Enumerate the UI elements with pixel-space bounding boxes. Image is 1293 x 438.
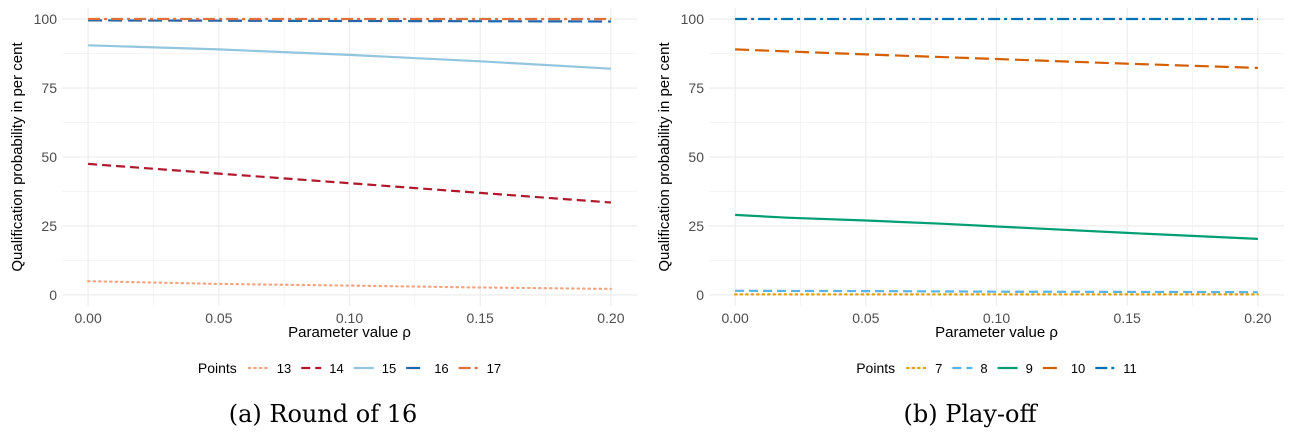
panel-round-of-16: 0 25 50 75 100 0.00 0.05 0.10 0.15 0.20 Parameter …	[0, 0, 646, 438]
y-tick-label: 75	[688, 80, 704, 96]
x-tick-label: 0.05	[205, 310, 232, 326]
x-tick-label: 0.00	[722, 310, 749, 326]
y-tick-label: 100	[681, 11, 705, 27]
x-tick-label: 0.20	[1244, 310, 1271, 326]
chart-round-of-16: 0 25 50 75 100 0.00 0.05 0.10 0.15 0.20 Parameter …	[9, 8, 637, 376]
x-tick-label: 0.10	[983, 310, 1010, 326]
series-line-13	[87, 280, 612, 290]
x-tick-label: 0.00	[75, 310, 102, 326]
legend-title: Points	[856, 360, 895, 376]
y-axis-title: Qualification probability in per cent	[656, 42, 673, 272]
legend-label-11: 11	[1123, 361, 1137, 376]
y-tick-label: 0	[49, 287, 57, 303]
chart-play-off: 0 25 50 75 100 0.00 0.05 0.10 0.15 0.20 Parameter …	[656, 8, 1284, 376]
x-tick-label: 0.10	[336, 310, 363, 326]
x-tick-label: 0.05	[852, 310, 879, 326]
series-line-14	[88, 162, 611, 204]
y-tick-label: 75	[41, 80, 57, 96]
panel-play-off: 0 25 50 75 100 0.00 0.05 0.10 0.15 0.20 Parameter …	[647, 0, 1293, 438]
caption-play-off: (b) Play-off	[903, 400, 1037, 428]
y-tick-label: 50	[41, 149, 57, 165]
legend-label-7: 7	[935, 361, 942, 376]
legend-label-9: 9	[1026, 361, 1033, 376]
x-axis-title: Parameter value ρ	[288, 324, 411, 341]
legend-label-15: 15	[382, 361, 396, 376]
legend-title: Points	[198, 360, 237, 376]
y-axis-title: Qualification probability in per cent	[9, 42, 26, 272]
series-line-9	[735, 213, 1258, 240]
series-line-15	[88, 44, 611, 70]
x-axis-title: Parameter value ρ	[935, 324, 1058, 341]
series-line-16	[88, 19, 611, 23]
y-tick-label: 25	[688, 218, 704, 234]
series-line-10	[735, 48, 1258, 69]
y-tick-label: 50	[688, 149, 704, 165]
x-tick-label: 0.15	[467, 310, 494, 326]
y-tick-label: 0	[696, 287, 704, 303]
caption-round-of-16: (a) Round of 16	[228, 400, 418, 428]
legend-label-10: 10	[1071, 361, 1085, 376]
legend-label-16: 16	[434, 361, 448, 376]
series-line-8	[735, 289, 1258, 294]
y-tick-label: 100	[34, 11, 58, 27]
x-tick-label: 0.15	[1114, 310, 1141, 326]
x-tick-label: 0.20	[597, 310, 624, 326]
y-tick-label: 25	[41, 218, 57, 234]
legend-label-17: 17	[487, 361, 501, 376]
legend-label-13: 13	[277, 361, 291, 376]
legend-label-14: 14	[329, 361, 343, 376]
legend-label-8: 8	[980, 361, 987, 376]
